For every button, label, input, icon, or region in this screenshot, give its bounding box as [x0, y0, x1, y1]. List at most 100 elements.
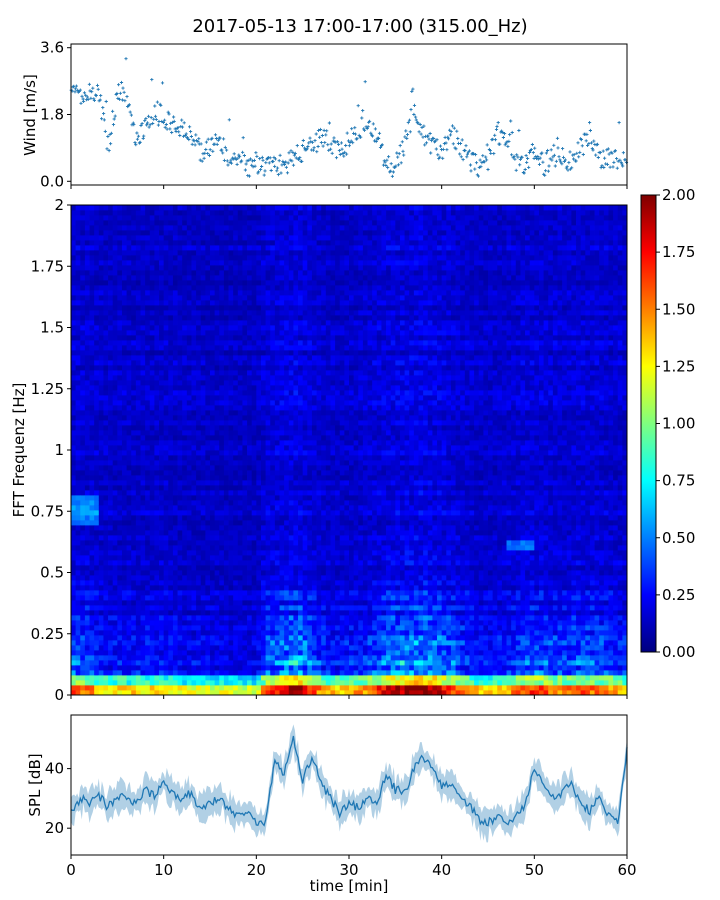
- spectrogram-cell: [237, 365, 243, 371]
- spectrogram-cell: [154, 290, 160, 296]
- spectrogram-cell: [131, 425, 137, 431]
- spectrogram-cell: [247, 420, 253, 426]
- spectrogram-cell: [260, 600, 266, 606]
- spectrogram-cell: [293, 535, 299, 541]
- spectrogram-cell: [205, 320, 211, 326]
- spectrogram-cell: [186, 645, 192, 651]
- spectrogram-cell: [126, 475, 132, 481]
- spectrogram-cell: [200, 485, 206, 491]
- spectrogram-cell: [270, 600, 276, 606]
- spectrogram-cell: [89, 575, 95, 581]
- spectrogram-cell: [228, 330, 234, 336]
- spectrogram-cell: [98, 350, 104, 356]
- spectrogram-cell: [196, 685, 202, 691]
- spectrogram-cell: [279, 460, 285, 466]
- spectrogram-cell: [228, 390, 234, 396]
- spectrogram-cell: [191, 225, 197, 231]
- spectrogram-cell: [274, 360, 280, 366]
- spectrogram-cell: [103, 540, 109, 546]
- spectrogram-cell: [98, 580, 104, 586]
- spectrogram-cell: [219, 525, 225, 531]
- spectrogram-cell: [219, 370, 225, 376]
- spectrogram-cell: [84, 320, 90, 326]
- spectrogram-cell: [126, 340, 132, 346]
- spectrogram-cell: [233, 545, 239, 551]
- spectrogram-cell: [228, 400, 234, 406]
- spectrogram-cell: [112, 690, 118, 696]
- spectrogram-cell: [149, 270, 155, 276]
- spectrogram-cell: [112, 615, 118, 621]
- spectrogram-cell: [200, 680, 206, 686]
- spectrogram-cell: [103, 225, 109, 231]
- spectrogram-cell: [284, 255, 290, 261]
- spectrogram-cell: [112, 500, 118, 506]
- spectrogram-cell: [260, 565, 266, 571]
- spectrogram-cell: [279, 585, 285, 591]
- spectrogram-cell: [80, 605, 86, 611]
- spectrogram-cell: [177, 280, 183, 286]
- spectrogram-cell: [205, 635, 211, 641]
- spectrogram-cell: [159, 655, 165, 661]
- spectrogram-cell: [228, 685, 234, 691]
- spectrogram-cell: [237, 470, 243, 476]
- spectrogram-cell: [121, 485, 127, 491]
- spectrogram-cell: [168, 215, 174, 221]
- spectrogram-cell: [233, 460, 239, 466]
- spectrogram-cell: [284, 575, 290, 581]
- spectrogram-cell: [298, 295, 304, 301]
- spectrogram-cell: [94, 525, 100, 531]
- spectrogram-cell: [200, 370, 206, 376]
- spectrogram-cell: [228, 640, 234, 646]
- spectrogram-cell: [247, 435, 253, 441]
- spectrogram-cell: [75, 655, 81, 661]
- spectrogram-cell: [256, 565, 262, 571]
- spectrogram-cell: [205, 680, 211, 686]
- spectrogram-cell: [117, 220, 123, 226]
- spectrogram-cell: [247, 530, 253, 536]
- spectrogram-cell: [293, 630, 299, 636]
- spectrogram-cell: [293, 480, 299, 486]
- spectrogram-cell: [186, 220, 192, 226]
- spectrogram-cell: [177, 360, 183, 366]
- spectrogram-cell: [117, 410, 123, 416]
- spectrogram-cell: [274, 560, 280, 566]
- spectrogram-cell: [80, 395, 86, 401]
- spectrogram-cell: [98, 385, 104, 391]
- spectrogram-cell: [270, 265, 276, 271]
- spectrogram-cell: [154, 685, 160, 691]
- spectrogram-cell: [177, 210, 183, 216]
- spectrogram-cell: [265, 355, 271, 361]
- spectrogram-cell: [163, 585, 169, 591]
- spectrogram-cell: [131, 315, 137, 321]
- spectrogram-cell: [149, 560, 155, 566]
- spectrogram-cell: [270, 450, 276, 456]
- spectrogram-cell: [293, 675, 299, 681]
- spectrogram-cell: [196, 565, 202, 571]
- spectrogram-cell: [279, 575, 285, 581]
- spectrogram-cell: [191, 405, 197, 411]
- spectrogram-cell: [251, 330, 257, 336]
- spectrogram-cell: [89, 320, 95, 326]
- spectrogram-cell: [228, 465, 234, 471]
- spectrogram-cell: [75, 405, 81, 411]
- spectrogram-cell: [131, 575, 137, 581]
- spectrogram-cell: [75, 275, 81, 281]
- spectrogram-cell: [205, 585, 211, 591]
- spectrogram-cell: [186, 690, 192, 696]
- spectrogram-cell: [103, 505, 109, 511]
- spectrogram-cell: [121, 610, 127, 616]
- spectrogram-cell: [112, 545, 118, 551]
- spectrogram-cell: [177, 560, 183, 566]
- spectrogram-cell: [260, 530, 266, 536]
- spectrogram-cell: [135, 340, 141, 346]
- spectrogram-cell: [84, 655, 90, 661]
- spectrogram-cell: [126, 520, 132, 526]
- spectrogram-cell: [182, 395, 188, 401]
- spectrogram-cell: [279, 635, 285, 641]
- spectrogram-cell: [284, 555, 290, 561]
- spectrogram-cell: [247, 395, 253, 401]
- spectrogram-cell: [126, 605, 132, 611]
- spectrogram-cell: [274, 245, 280, 251]
- spectrogram-cell: [284, 550, 290, 556]
- spectrogram-cell: [200, 570, 206, 576]
